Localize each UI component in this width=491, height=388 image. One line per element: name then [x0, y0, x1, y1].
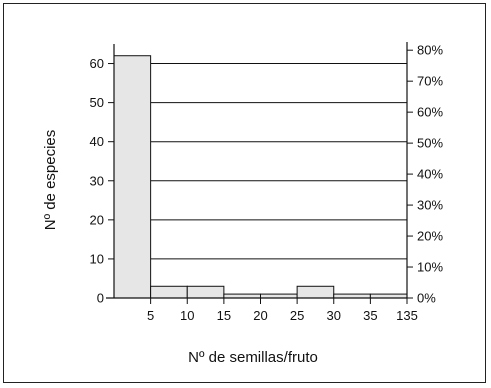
y2-tick-label: 50%: [417, 136, 443, 151]
y2-tick-label: 30%: [417, 198, 443, 213]
y-tick-label: 50: [90, 95, 104, 110]
y2-tick-label: 70%: [417, 74, 443, 89]
y-axis-ticks: 0 10 20 30 40 50 60: [90, 56, 114, 306]
y-axis-title: Nº de especies: [42, 130, 59, 231]
y2-tick-label: 10%: [417, 260, 443, 275]
y2-tick-label: 0%: [417, 291, 436, 306]
y2-tick-label: 40%: [417, 167, 443, 182]
y-tick-label: 30: [90, 173, 104, 188]
bar-10-15: [186, 285, 225, 299]
y-tick-label: 60: [90, 56, 104, 71]
x-tick-label: 25: [290, 308, 304, 323]
y2-tick-label: 80%: [417, 43, 443, 58]
y2-tick-label: 20%: [417, 229, 443, 244]
bars: [113, 55, 408, 299]
bar-0-5: [113, 55, 152, 299]
x-tick-label: 20: [253, 308, 267, 323]
y2-axis-ticks: 0% 10% 20% 30% 40% 50% 60% 70% 80%: [407, 43, 443, 306]
bar-5-10: [150, 285, 188, 299]
y-tick-label: 10: [90, 251, 104, 266]
y-tick-label: 20: [90, 212, 104, 227]
x-axis-title: Nº de semillas/fruto: [188, 349, 318, 366]
x-tick-label: 15: [217, 308, 231, 323]
y-tick-label: 0: [97, 291, 104, 306]
x-tick-label: 30: [327, 308, 341, 323]
x-axis-ticks: 5 10 15 20 25 30 35 135: [147, 298, 418, 323]
x-tick-label: 135: [396, 308, 418, 323]
bar-25-30: [296, 285, 335, 299]
x-tick-label: 5: [147, 308, 154, 323]
gridlines: [114, 63, 407, 260]
x-tick-label: 10: [180, 308, 194, 323]
x-tick-label: 35: [363, 308, 377, 323]
y-tick-label: 40: [90, 134, 104, 149]
axes: [106, 42, 408, 299]
y2-tick-label: 60%: [417, 105, 443, 120]
chart-frame: [3, 3, 486, 383]
